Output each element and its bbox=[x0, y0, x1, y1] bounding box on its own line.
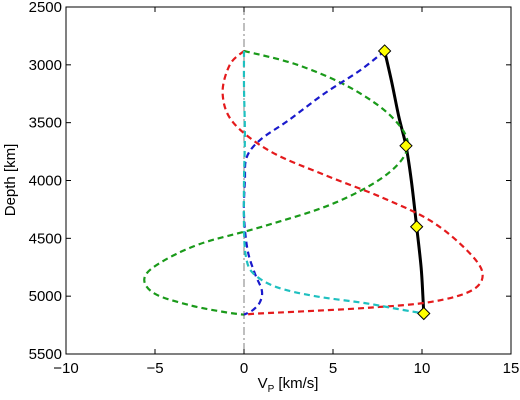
x-tick-label: −10 bbox=[53, 360, 78, 377]
plot-background bbox=[66, 7, 511, 354]
x-tick-label: 0 bbox=[240, 360, 248, 377]
diamond-marker-1 bbox=[377, 44, 392, 58]
x-tick-label: 5 bbox=[329, 360, 337, 377]
diamond-marker-4 bbox=[417, 306, 431, 321]
x-axis-label-rest: [km/s] bbox=[274, 375, 318, 392]
y-tick-label: 5500 bbox=[29, 346, 62, 363]
series-line-5 bbox=[242, 50, 386, 316]
tick-layer: −10 −5 0 5 10 15 2500 3000 3500 4000 4500 5000 5500 bbox=[29, 0, 520, 377]
x-tick-label: 10 bbox=[414, 360, 431, 377]
series-line-1 bbox=[383, 50, 426, 314]
marker-layer bbox=[377, 44, 431, 321]
x-axis-label-main: V bbox=[258, 375, 268, 392]
series-line-3 bbox=[221, 50, 484, 316]
series-layer bbox=[143, 7, 484, 354]
y-tick-label: 3500 bbox=[29, 115, 62, 132]
series-line-4 bbox=[143, 49, 409, 316]
series-line-6 bbox=[242, 50, 424, 315]
y-tick-label: 3000 bbox=[29, 57, 62, 74]
y-tick-label: 4000 bbox=[29, 173, 62, 190]
y-tick-label: 4500 bbox=[29, 230, 62, 247]
y-tick-label: 2500 bbox=[29, 0, 62, 16]
y-axis-label: Depth [km] bbox=[2, 144, 19, 217]
x-tick-label: −5 bbox=[146, 360, 163, 377]
x-tick-label: 15 bbox=[503, 360, 520, 377]
y-tick-label: 5000 bbox=[29, 288, 62, 305]
x-axis-label: VP [km/s] bbox=[258, 375, 319, 395]
x-axis-label-sub: P bbox=[268, 384, 275, 395]
diamond-marker-2 bbox=[399, 139, 413, 153]
diamond-marker-3 bbox=[409, 220, 424, 234]
